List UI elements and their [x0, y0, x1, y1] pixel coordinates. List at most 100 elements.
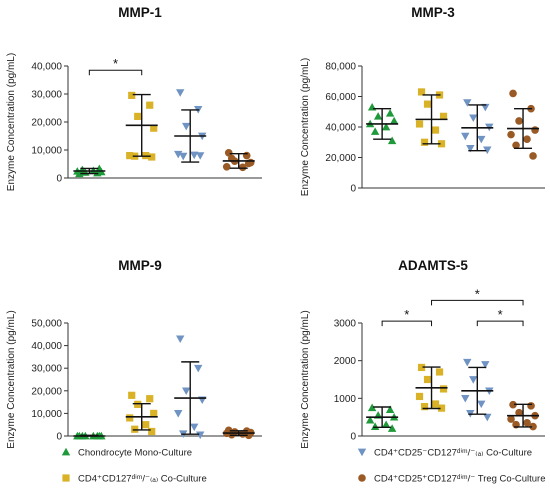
legend-item-2: CD4⁺CD127ᵈⁱᵐ/⁻₍ₐ₎ Co-Culture [62, 474, 207, 485]
data-point [463, 99, 472, 107]
y-tick-label: 1000 [334, 394, 357, 405]
significance-bracket [88, 69, 143, 76]
significance-bracket [476, 320, 524, 327]
y-tick-label: 40,000 [31, 341, 62, 352]
data-point [483, 413, 492, 422]
data-point [507, 130, 515, 139]
data-point [431, 126, 440, 134]
data-point [150, 409, 158, 417]
data-point [381, 122, 391, 131]
data-point [461, 132, 470, 141]
data-point [469, 376, 478, 384]
data-point [523, 419, 531, 427]
data-point [417, 88, 426, 96]
significance-star: * [498, 307, 503, 322]
data-point [523, 135, 531, 143]
data-point [224, 149, 233, 157]
data-point [150, 124, 158, 132]
legend-marker [358, 474, 366, 482]
legend: Chondrocyte Mono-Culture CD4⁺CD127ᵈⁱᵐ/⁻₍ₐ… [61, 447, 546, 485]
data-point [365, 415, 375, 424]
data-point [174, 150, 183, 159]
data-point [182, 387, 191, 395]
y-tick-label: 0 [56, 432, 62, 443]
legend-label: CD4⁺CD25⁺CD127ᵈⁱᵐ/⁻ Treg Co-Culture [374, 474, 546, 485]
data-point [435, 368, 444, 376]
data-point [512, 141, 520, 150]
y-tick-label: 10,000 [31, 409, 62, 420]
legend-label: Chondrocyte Mono-Culture [78, 448, 192, 459]
data-point [385, 405, 395, 413]
data-point [128, 91, 136, 99]
y-tick-label: 0 [350, 432, 356, 443]
data-point [529, 152, 537, 160]
y-tick-label: 10,000 [31, 146, 62, 157]
data-point [481, 103, 490, 112]
data-point [176, 335, 185, 344]
y-tick-label: 80,000 [325, 62, 356, 73]
data-point [174, 410, 183, 418]
data-point [463, 358, 472, 367]
legend-item-3: CD4⁺CD25⁻CD127ᵈⁱᵐ/⁻₍ₐ₎ Co-Culture [357, 448, 532, 459]
y-tick-label: 60,000 [325, 92, 356, 103]
data-point [387, 136, 397, 145]
significance-star: * [113, 56, 118, 71]
y-axis-label: Enzyme Concentration (pg/mL) [300, 310, 311, 448]
data-point [196, 152, 205, 160]
data-point [417, 363, 426, 372]
data-point [367, 403, 377, 412]
data-point [423, 375, 432, 384]
data-point [415, 120, 424, 128]
data-point [483, 146, 492, 155]
y-tick-label: 0 [350, 184, 356, 195]
data-point [423, 100, 432, 108]
data-point [381, 420, 391, 429]
data-point [370, 127, 380, 135]
data-point [182, 122, 191, 131]
data-point [176, 89, 185, 97]
data-point [146, 395, 154, 403]
data-point [477, 400, 486, 409]
significance-bracket [381, 320, 433, 327]
data-point [385, 109, 395, 117]
data-point [439, 385, 448, 393]
y-tick-label: 2000 [334, 356, 357, 367]
data-point [190, 151, 199, 160]
significance-star: * [404, 307, 409, 322]
legend-item-1: Chondrocyte Mono-Culture [61, 447, 192, 459]
y-tick-label: 20,000 [325, 153, 356, 164]
data-point [420, 403, 429, 411]
data-point [509, 89, 517, 98]
chart-title: MMP-3 [411, 5, 455, 20]
data-point [461, 394, 470, 403]
data-point [531, 126, 539, 134]
data-point [439, 112, 448, 120]
legend-marker [61, 447, 71, 456]
y-axis-label: Enzyme Concentration (pg/mL) [300, 58, 311, 196]
data-point [373, 112, 383, 120]
data-point [481, 361, 490, 369]
data-point [179, 152, 188, 161]
data-point [420, 138, 429, 146]
chart-panel-3: MMP-9 0 10,000 20,000 30,000 40,000 50,000 Enzy… [6, 258, 262, 449]
legend-item-4: CD4⁺CD25⁺CD127ᵈⁱᵐ/⁻ Treg Co-Culture [358, 474, 546, 485]
legend-marker [62, 474, 70, 482]
y-tick-label: 3000 [334, 319, 357, 330]
data-point [142, 421, 150, 429]
y-tick-label: 40,000 [31, 62, 62, 73]
data-point [527, 402, 535, 410]
data-point [437, 404, 446, 412]
legend-label: CD4⁺CD25⁻CD127ᵈⁱᵐ/⁻₍ₐ₎ Co-Culture [374, 448, 532, 459]
data-point [222, 163, 231, 171]
data-point [437, 140, 446, 148]
data-point [431, 400, 440, 408]
significance-bracket [431, 299, 524, 306]
data-point [466, 144, 475, 153]
y-axis-label: Enzyme Concentration (pg/mL) [6, 310, 17, 448]
data-point [477, 135, 486, 144]
data-point [515, 408, 523, 417]
y-tick-label: 20,000 [31, 386, 62, 397]
chart-panel-2: MMP-3 0 20,000 40,000 60,000 80,000 Enzyme Con… [300, 5, 545, 196]
chart-panel-1: MMP-1 0 10,000 20,000 30,000 40,000 Enzyme Con… [6, 5, 262, 191]
y-tick-label: 0 [56, 174, 62, 185]
